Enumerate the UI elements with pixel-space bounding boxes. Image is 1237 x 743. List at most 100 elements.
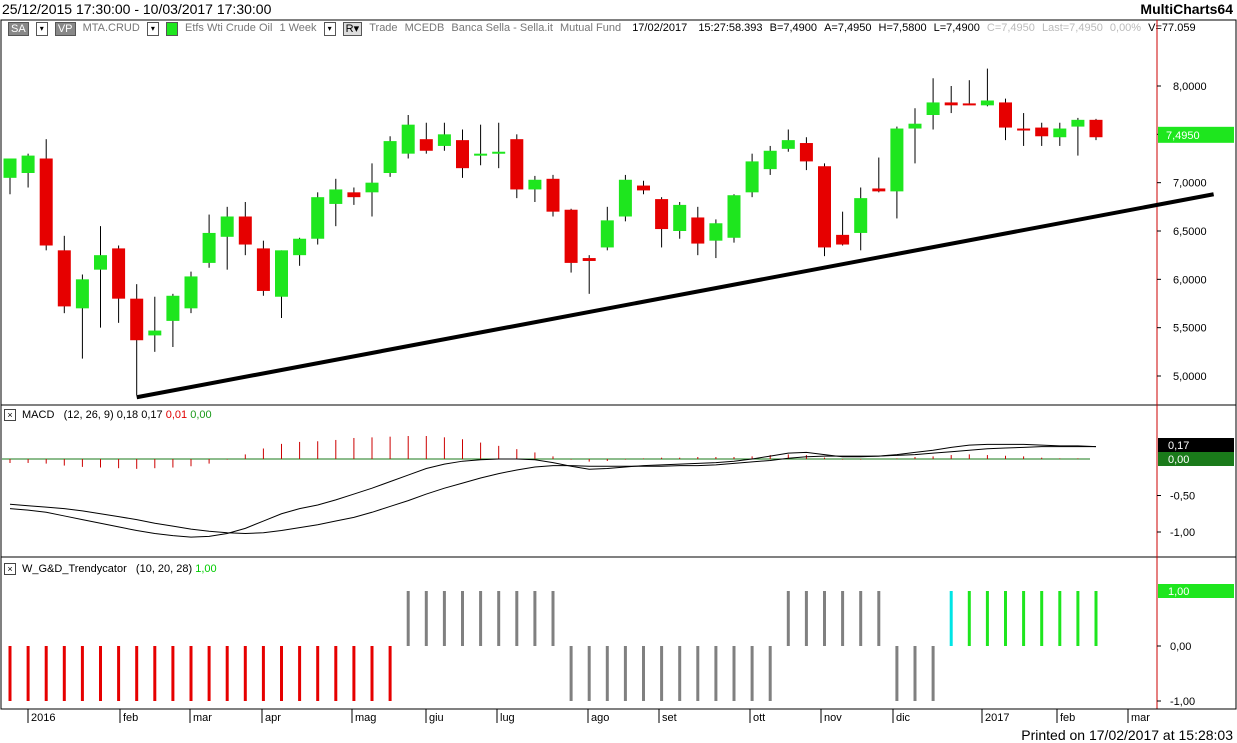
time-label: feb bbox=[123, 712, 138, 724]
time-label: giu bbox=[429, 712, 444, 724]
candle-body bbox=[890, 128, 904, 192]
time-label: feb bbox=[1060, 712, 1075, 724]
sa-button[interactable]: SA bbox=[8, 22, 29, 36]
trendy-badge bbox=[1158, 584, 1234, 598]
candle-body bbox=[75, 279, 89, 309]
quote-date: 17/02/2017 bbox=[632, 22, 688, 34]
trendy-tick-label: -1,00 bbox=[1170, 696, 1195, 708]
change-value: 0,00% bbox=[1109, 22, 1142, 34]
price-tick-label: 6,0000 bbox=[1173, 274, 1207, 286]
candle-body bbox=[836, 234, 850, 245]
macd-badge-top bbox=[1158, 438, 1234, 452]
candle-body bbox=[600, 220, 614, 248]
candle-body bbox=[57, 250, 71, 307]
candle-body bbox=[311, 197, 325, 239]
price-tick-label: 5,5000 bbox=[1173, 323, 1207, 335]
title-bar: 25/12/2015 17:30:00 - 10/03/2017 17:30:0… bbox=[0, 0, 1237, 20]
trendy-value: 1,00 bbox=[195, 563, 217, 575]
high-value: H=7,5800 bbox=[878, 22, 927, 34]
candle-body bbox=[202, 232, 216, 263]
time-label: ago bbox=[591, 712, 609, 724]
candle-body bbox=[582, 258, 596, 261]
price-tick-label: 6,5000 bbox=[1173, 226, 1207, 238]
candle-body bbox=[148, 330, 162, 336]
trendy-close-icon[interactable]: × bbox=[4, 563, 16, 576]
last-value: Last=7,4950 bbox=[1041, 22, 1103, 34]
r-button-label: R bbox=[345, 23, 354, 35]
candle-body bbox=[528, 179, 542, 190]
time-label: lug bbox=[500, 712, 515, 724]
time-label: ott bbox=[753, 712, 765, 724]
candle-body bbox=[383, 141, 397, 173]
price-panel-frame bbox=[0, 19, 1237, 406]
sa-dropdown-icon[interactable]: ▾ bbox=[35, 22, 48, 36]
trendy-panel-frame bbox=[0, 556, 1237, 710]
candle-body bbox=[1017, 128, 1031, 131]
close-value: C=7,4950 bbox=[986, 22, 1035, 34]
price-tick-label: 8,0000 bbox=[1173, 81, 1207, 93]
time-label: 2016 bbox=[31, 712, 55, 724]
candle-body bbox=[166, 295, 180, 321]
macd-badge-bottom bbox=[1158, 452, 1234, 466]
macd-value-2: 0,17 bbox=[141, 409, 163, 421]
r-button[interactable]: R▾ bbox=[342, 22, 363, 36]
candle-body bbox=[962, 103, 976, 106]
time-label: dic bbox=[896, 712, 911, 724]
last-price-badge bbox=[1158, 126, 1234, 143]
time-label: mar bbox=[1131, 712, 1150, 724]
candle-body bbox=[637, 185, 650, 191]
symbol-dropdown-icon[interactable]: ▾ bbox=[146, 22, 159, 36]
trendy-layer bbox=[8, 591, 1098, 701]
candle-body bbox=[781, 140, 795, 149]
time-label: 2017 bbox=[985, 712, 1009, 724]
axes-layer: 8,00007,50007,00006,50006,00005,50005,00… bbox=[27, 81, 1234, 724]
ask-value: A=7,4950 bbox=[824, 22, 872, 34]
macd-close-icon[interactable]: × bbox=[4, 409, 16, 422]
candle-body bbox=[39, 158, 53, 246]
date-range: 25/12/2015 17:30:00 - 10/03/2017 17:30:0… bbox=[2, 1, 272, 17]
candle-body bbox=[293, 238, 307, 256]
time-label: mar bbox=[193, 712, 212, 724]
candle-body bbox=[818, 166, 831, 248]
macd-panel-frame bbox=[0, 404, 1237, 558]
macd-params: (12, 26, 9) bbox=[63, 409, 114, 421]
candle-body bbox=[347, 192, 361, 198]
time-label: nov bbox=[824, 712, 842, 724]
candle-body bbox=[437, 134, 451, 146]
bid-value: B=7,4900 bbox=[769, 22, 818, 34]
candle-body bbox=[980, 100, 994, 106]
candle-body bbox=[546, 178, 560, 212]
candle-body bbox=[329, 189, 343, 204]
candle-body bbox=[854, 198, 868, 233]
macd-tick-label: -1,00 bbox=[1170, 527, 1195, 539]
candle-body bbox=[365, 182, 379, 193]
low-value: L=7,4900 bbox=[933, 22, 980, 34]
interval-dropdown-icon[interactable]: ▾ bbox=[323, 22, 336, 36]
trendy-name: W_G&D_Trendycator bbox=[22, 563, 127, 575]
vp-button[interactable]: VP bbox=[54, 22, 76, 36]
printed-footer: Printed on 17/02/2017 at 15:28:03 bbox=[1021, 727, 1233, 743]
macd-value-1: 0,18 bbox=[116, 409, 139, 421]
candle-body bbox=[673, 204, 687, 231]
exchange-label: MCEDB bbox=[404, 22, 445, 34]
candle-body bbox=[130, 298, 144, 341]
candle-body bbox=[474, 153, 488, 156]
series-color-swatch[interactable] bbox=[165, 22, 178, 36]
time-label: apr bbox=[265, 712, 281, 724]
volume-value: V=77.059 bbox=[1148, 22, 1196, 34]
candle-body bbox=[220, 216, 234, 237]
macd-badge-bottom-label: 0,00 bbox=[1168, 454, 1189, 466]
macd-line bbox=[9, 443, 1097, 538]
macd-signal-line bbox=[9, 446, 1096, 534]
time-label: set bbox=[662, 712, 677, 724]
macd-layer bbox=[2, 436, 1097, 538]
broker-label: Banca Sella - Sella.it bbox=[451, 22, 553, 34]
interval-label: 1 Week bbox=[279, 22, 317, 34]
candle-body bbox=[872, 188, 886, 192]
fund-label: Mutual Fund bbox=[559, 22, 622, 34]
candle-body bbox=[944, 102, 958, 106]
symbol-info-bar: SA ▾ VP MTA.CRUD ▾ Etfs Wti Crude Oil 1 … bbox=[8, 22, 1200, 38]
candle-body bbox=[21, 155, 35, 173]
macd-legend: × MACD (12, 26, 9) 0,18 0,17 0,01 0,00 bbox=[4, 409, 212, 422]
